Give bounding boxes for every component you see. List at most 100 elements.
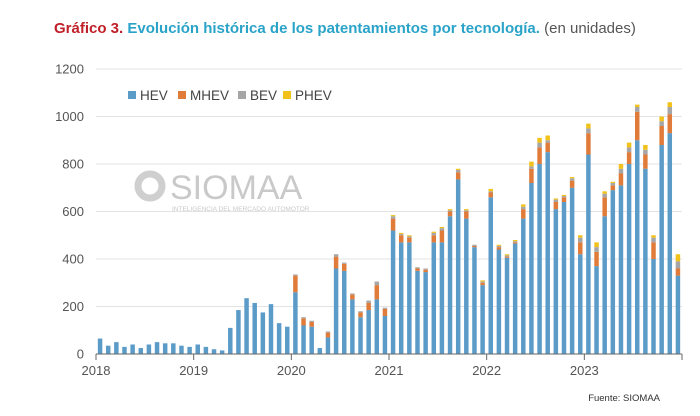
bar-segment-mhev xyxy=(545,142,550,153)
bar-segment-hev xyxy=(415,270,420,355)
bar-segment-hev xyxy=(561,202,567,354)
bar-segment-phev xyxy=(455,168,461,170)
bar-segment-bev xyxy=(480,281,485,283)
bar-segment-hev xyxy=(301,325,306,354)
chart-title-main: Evolución histórica de los patentamiento… xyxy=(127,20,540,37)
bar-segment-hev xyxy=(333,268,339,354)
bar-segment-mhev xyxy=(423,269,428,273)
bar-segment-bev xyxy=(602,193,607,198)
bar-segment-hev xyxy=(407,242,412,355)
bar-segment-bev xyxy=(618,168,624,174)
bar-segment-hev xyxy=(154,342,160,355)
bar-segment-bev xyxy=(431,232,437,236)
bar-segment-bev xyxy=(561,196,567,198)
bar-segment-hev xyxy=(578,254,583,354)
y-tick-label: 600 xyxy=(62,204,84,219)
bar-segment-bev xyxy=(447,210,453,212)
bar-segment-bev xyxy=(309,320,314,322)
x-tick-label: 2022 xyxy=(472,363,501,378)
bar-segment-phev xyxy=(561,194,567,197)
legend-label-hev: HEV xyxy=(140,88,168,103)
y-tick-label: 1200 xyxy=(55,62,84,77)
bar-segment-hev xyxy=(553,209,559,355)
bar-segment-bev xyxy=(301,317,306,319)
y-tick-label: 200 xyxy=(62,299,84,314)
bar-segment-hev xyxy=(496,249,502,354)
bar-segment-bev xyxy=(293,274,298,276)
chart-title: Gráfico 3. Evolución histórica de los pa… xyxy=(54,20,636,37)
bar-segment-mhev xyxy=(643,154,648,169)
bar-segment-mhev xyxy=(496,247,502,250)
bar-segment-mhev xyxy=(342,263,347,271)
y-tick-label: 800 xyxy=(62,157,84,172)
bar-segment-mhev xyxy=(439,230,445,243)
bar-segment-mhev xyxy=(309,321,314,327)
x-tick-label: 2021 xyxy=(375,363,404,378)
bar-segment-mhev xyxy=(626,152,632,165)
bar-segment-hev xyxy=(130,344,135,354)
bar-segment-bev xyxy=(488,191,493,193)
bar-segment-mhev xyxy=(325,332,331,338)
bar-segment-mhev xyxy=(569,180,575,188)
bar-segment-mhev xyxy=(635,111,640,141)
bar-segment-bev xyxy=(374,281,380,286)
bar-segment-hev xyxy=(594,266,599,355)
bar-segment-hev xyxy=(610,190,616,355)
bar-segment-mhev xyxy=(578,242,583,255)
bar-segment-bev xyxy=(635,107,640,112)
bar-segment-mhev xyxy=(480,282,485,286)
bar-segment-bev xyxy=(569,178,575,181)
bar-segment-bev xyxy=(496,245,502,248)
bar-segment-hev xyxy=(390,230,396,354)
y-axis-tick-labels: 0 200 400 600 800 1000 1200 xyxy=(55,62,84,362)
bar-segment-mhev xyxy=(537,147,542,165)
bar-segment-hev xyxy=(252,302,257,354)
bar-segment-mhev xyxy=(472,245,477,248)
bar-segment-phev xyxy=(488,188,493,192)
bar-segment-bev xyxy=(423,268,428,270)
bar-segment-phev xyxy=(602,191,607,194)
bar-segment-hev xyxy=(317,348,323,354)
bar-segment-hev xyxy=(618,185,624,355)
bar-segment-bev xyxy=(545,140,550,143)
bar-segment-hev xyxy=(431,242,437,355)
bar-segment-mhev xyxy=(512,242,518,244)
bar-segment-mhev xyxy=(529,168,534,183)
bar-segment-hev xyxy=(472,247,477,355)
bar-segment-mhev xyxy=(553,202,559,210)
bar-segment-mhev xyxy=(350,294,355,300)
bar-segment-hev xyxy=(219,350,225,354)
legend-swatch-hev xyxy=(128,91,136,99)
bar-segment-hev xyxy=(228,327,233,355)
bar-segment-hev xyxy=(545,152,550,355)
bar-segment-mhev xyxy=(504,256,510,258)
bar-segment-mhev xyxy=(455,172,461,180)
bar-segment-phev xyxy=(553,198,559,200)
bar-segment-mhev xyxy=(594,251,599,267)
bar-segment-bev xyxy=(675,261,681,269)
bar-segment-hev xyxy=(146,344,152,354)
bar-segment-hev xyxy=(325,337,331,355)
bar-segment-bev xyxy=(350,293,355,295)
bar-segment-hev xyxy=(114,342,119,355)
bar-segment-hev xyxy=(455,179,461,354)
y-tick-label: 0 xyxy=(77,347,84,362)
bar-segment-hev xyxy=(342,270,347,355)
bar-segment-mhev xyxy=(358,312,363,318)
bar-segment-bev xyxy=(529,166,534,169)
bar-segment-hev xyxy=(382,316,388,354)
bar-segment-phev xyxy=(464,209,469,211)
watermark-tagline: INTELIGENCIA DEL MERCADO AUTOMOTOR xyxy=(172,206,310,213)
bar-segment-mhev xyxy=(675,268,681,276)
bar-segment-phev xyxy=(439,226,445,229)
bar-segment-phev xyxy=(578,235,583,238)
bar-segment-bev xyxy=(325,331,331,333)
grid-lines xyxy=(96,68,682,307)
bar-segment-hev xyxy=(374,299,380,355)
bar-segment-bev xyxy=(333,254,339,257)
bar-segment-hev xyxy=(358,317,363,354)
bar-segment-hev xyxy=(285,326,290,354)
bar-segment-hev xyxy=(162,343,168,354)
